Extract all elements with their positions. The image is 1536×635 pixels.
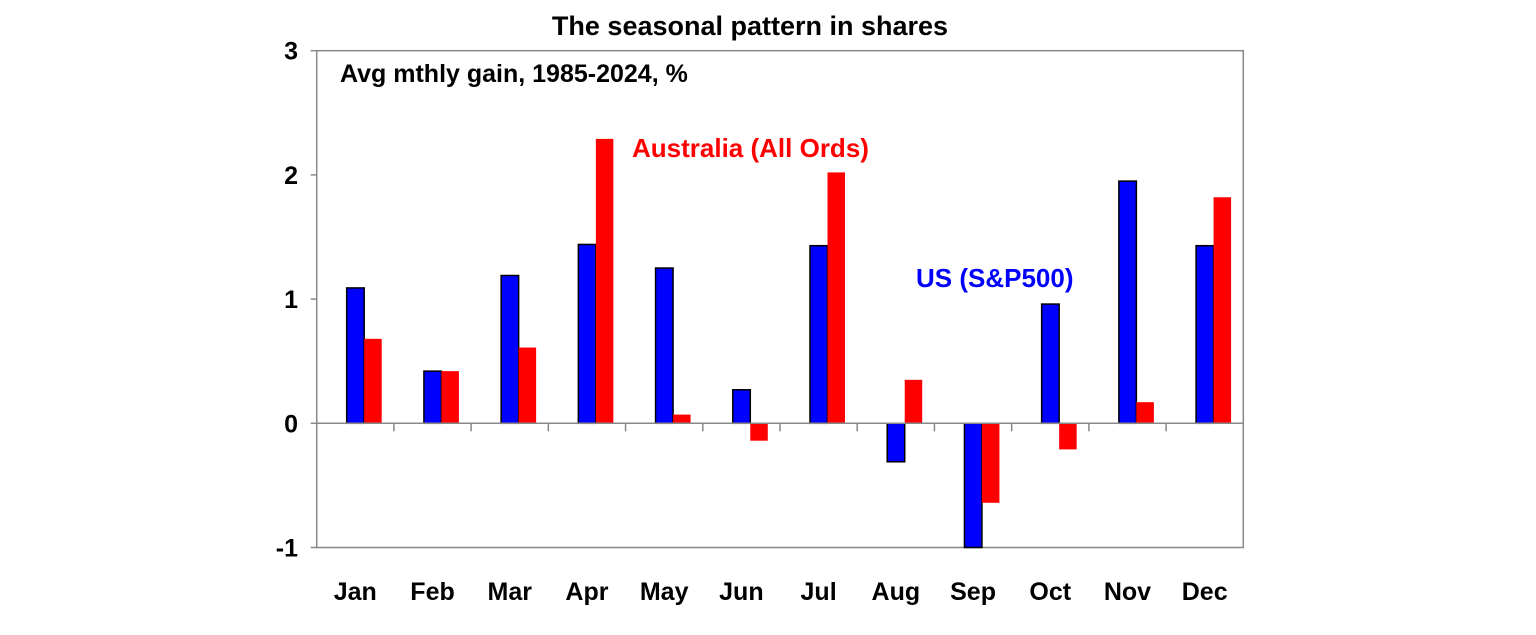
bar-us-dec <box>1195 244 1215 425</box>
bar-australia-oct <box>1059 423 1077 450</box>
bar-australia-jun <box>750 423 768 441</box>
x-tick-label: Mar <box>488 578 533 606</box>
x-tick-label: Sep <box>950 578 996 606</box>
x-tick-label: Apr <box>565 578 608 606</box>
x-tick-label: Jul <box>801 578 837 606</box>
bar-australia-jul <box>827 172 845 424</box>
bar-australia-mar <box>518 347 537 424</box>
bar-us-aug <box>886 422 906 463</box>
x-tick-label: Jun <box>719 578 763 606</box>
bar-us-nov <box>1118 180 1138 425</box>
x-tick-label: Feb <box>410 578 454 606</box>
bar-us-jun <box>732 389 752 425</box>
y-tick-label: -1 <box>276 535 298 563</box>
bar-us-may <box>654 267 674 425</box>
bar-us-oct <box>1040 303 1060 425</box>
y-tick-label: 0 <box>284 410 298 438</box>
chart-title: The seasonal pattern in shares <box>552 11 948 41</box>
bar-us-feb <box>423 370 443 425</box>
bar-australia-aug <box>904 379 923 424</box>
legend-label-us: US (S&P500) <box>916 263 1074 293</box>
bar-us-sep <box>963 422 983 549</box>
x-tick-label: Dec <box>1182 578 1228 606</box>
plot-area <box>315 49 1245 549</box>
x-tick-label: Oct <box>1029 578 1071 606</box>
y-tick-label: 1 <box>284 286 298 314</box>
x-tick-label: Nov <box>1104 578 1151 606</box>
bar-australia-nov <box>1136 402 1154 424</box>
bar-us-jul <box>809 244 829 425</box>
bar-australia-may <box>673 414 691 424</box>
x-tick-label: Jan <box>334 578 377 606</box>
bar-australia-apr <box>595 138 614 424</box>
bar-australia-dec <box>1213 197 1232 424</box>
x-tick-label: May <box>640 578 689 606</box>
y-tick-label: 3 <box>284 38 298 66</box>
bar-australia-feb <box>441 371 459 424</box>
legend-label-australia: Australia (All Ords) <box>632 133 869 163</box>
x-tick-label: Aug <box>872 578 921 606</box>
y-tick-label: 2 <box>284 162 298 190</box>
chart-subtitle: Avg mthly gain, 1985-2024, % <box>340 60 688 88</box>
bar-us-apr <box>577 243 597 425</box>
bar-us-jan <box>345 287 365 425</box>
bar-us-mar <box>500 274 520 425</box>
bar-australia-jan <box>364 338 382 424</box>
bar-australia-sep <box>981 423 1000 503</box>
